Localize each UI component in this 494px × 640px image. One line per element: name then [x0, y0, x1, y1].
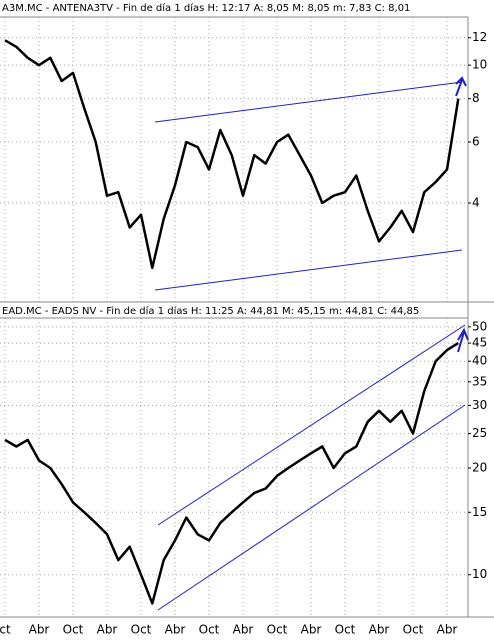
x-tick-label: Oct — [63, 623, 84, 637]
chart-title: A3M.MC - ANTENA3TV - Fin de día 1 días H… — [2, 2, 410, 14]
y-tick-label: 4 — [472, 196, 480, 210]
chart-title: EAD.MC - EADS NV - Fin de día 1 días H: … — [2, 305, 419, 317]
x-tick-label: Abr — [437, 623, 458, 637]
y-tick-label: 45 — [472, 336, 487, 350]
channel-line — [154, 249, 463, 291]
x-tick-label: Oct — [131, 623, 152, 637]
channel-line — [154, 81, 463, 123]
x-tick-label: Abr — [29, 623, 50, 637]
x-tick-label: Abr — [165, 623, 186, 637]
x-tick-label: ct — [0, 623, 11, 637]
y-tick-label: 10 — [472, 567, 487, 581]
channel-line — [157, 324, 466, 526]
x-tick-label: Oct — [199, 623, 220, 637]
y-tick-label: 25 — [472, 426, 487, 440]
y-tick-label: 6 — [472, 135, 480, 149]
arrow — [455, 76, 467, 97]
y-tick-label: 50 — [472, 319, 487, 333]
arrow — [457, 327, 469, 353]
x-tick-label: Oct — [335, 623, 356, 637]
x-tick-label: Abr — [301, 623, 322, 637]
channel-line — [157, 404, 466, 611]
x-tick-label: Abr — [97, 623, 118, 637]
x-tick-label: Abr — [369, 623, 390, 637]
price-line — [4, 342, 459, 605]
y-tick-label: 15 — [472, 505, 487, 519]
y-tick-label: 8 — [472, 91, 480, 105]
y-tick-label: 30 — [472, 398, 487, 412]
x-tick-label: Abr — [233, 623, 254, 637]
price-line — [4, 39, 460, 270]
y-tick-label: 40 — [472, 354, 487, 368]
x-tick-label: Oct — [267, 623, 288, 637]
y-tick-label: 12 — [472, 30, 487, 44]
y-tick-label: 10 — [472, 58, 487, 72]
x-tick-label: Oct — [403, 623, 424, 637]
y-tick-label: 20 — [472, 460, 487, 474]
y-tick-label: 35 — [472, 374, 487, 388]
